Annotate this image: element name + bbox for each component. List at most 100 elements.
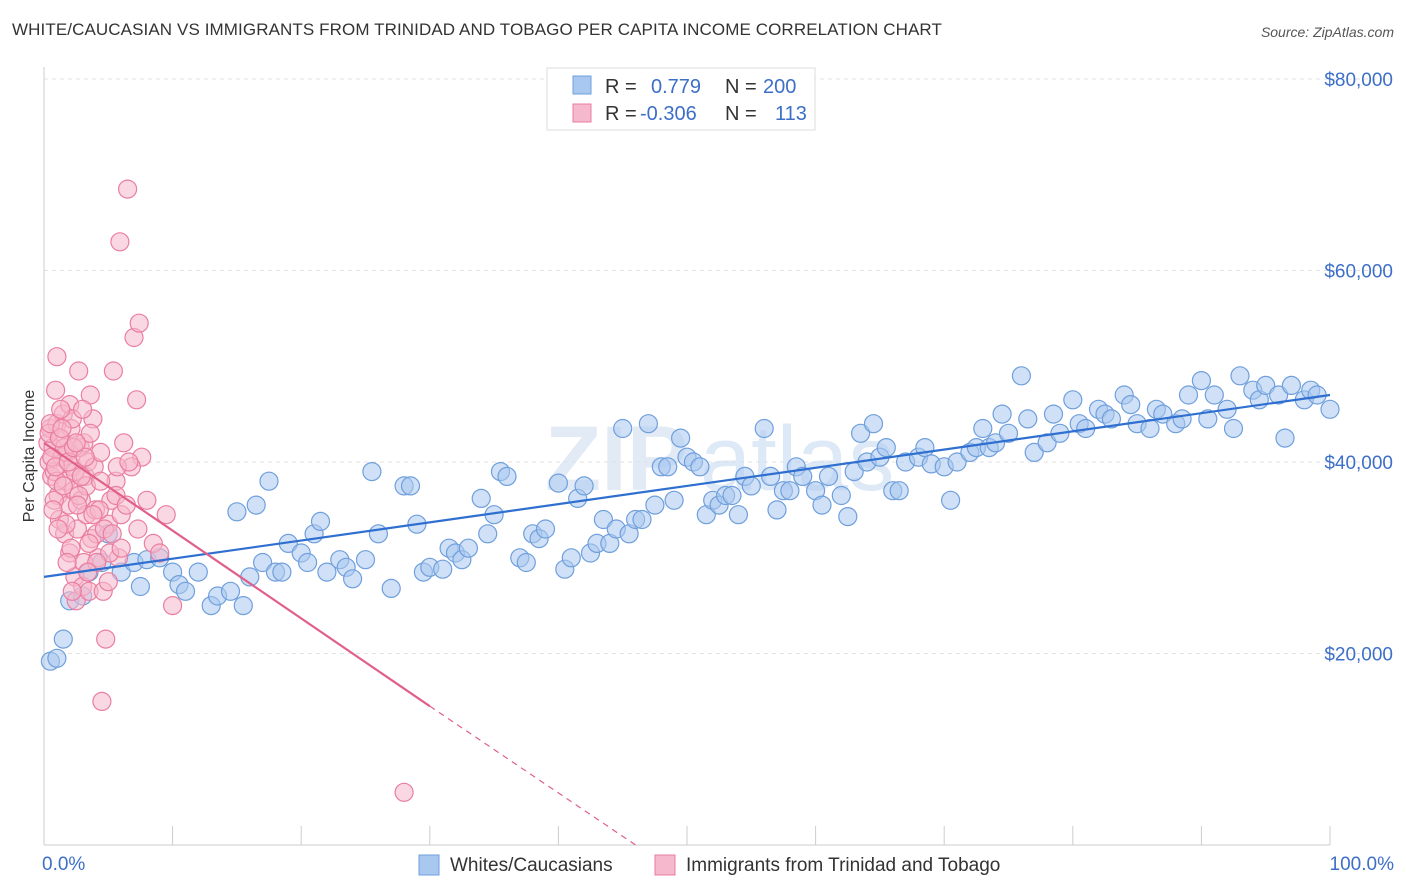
- point-whites-101: [818, 466, 839, 486]
- x-tick-label-max: 100.0%: [1330, 854, 1395, 875]
- legend-r-value-2: -0.306: [640, 103, 697, 125]
- point-whites-103: [838, 506, 858, 527]
- point-whites-1: [47, 648, 67, 668]
- point-whites-91: [741, 476, 761, 496]
- point-whites-147: [1191, 371, 1212, 391]
- series-legend-label-whites: Whites/Caucasians: [450, 855, 613, 876]
- point-whites-83: [690, 457, 710, 477]
- point-whites-130: [1043, 404, 1064, 424]
- point-immigrants-92: [75, 447, 95, 467]
- point-whites-100: [812, 495, 832, 515]
- point-immigrants-6: [45, 380, 66, 400]
- point-whites-146: [1178, 385, 1199, 405]
- point-whites-126: [1011, 366, 1032, 386]
- point-whites-132: [1063, 390, 1083, 410]
- point-immigrants-93: [79, 533, 99, 554]
- point-whites-107: [863, 414, 884, 434]
- point-whites-68: [593, 509, 614, 530]
- point-immigrants-69: [394, 782, 414, 802]
- point-whites-118: [947, 452, 967, 472]
- point-whites-2: [53, 629, 73, 649]
- point-whites-46: [433, 559, 453, 579]
- point-whites-128: [1024, 442, 1044, 462]
- point-immigrants-108: [62, 581, 82, 601]
- point-whites-36: [343, 569, 363, 589]
- point-immigrants-59: [156, 505, 176, 525]
- point-whites-60: [535, 519, 556, 539]
- point-whites-24: [253, 552, 273, 573]
- source-attribution: Source: ZipAtlas.com: [1260, 24, 1394, 40]
- legend-r-value-1: 0.779: [651, 76, 701, 98]
- point-immigrants-7: [47, 347, 67, 367]
- point-whites-40: [381, 578, 401, 599]
- point-whites-98: [793, 466, 813, 486]
- point-whites-89: [728, 505, 749, 525]
- series-legend: Whites/Caucasians Immigrants from Trinid…: [418, 854, 1000, 876]
- point-immigrants-81: [119, 452, 139, 472]
- x-tick-label-min: 0.0%: [42, 854, 85, 875]
- legend-n-label-2: N =: [725, 103, 757, 125]
- point-whites-117: [940, 490, 961, 510]
- legend-n-value-2: 113: [775, 103, 807, 125]
- point-immigrants-94: [83, 505, 103, 525]
- point-immigrants-53: [127, 390, 147, 410]
- point-whites-38: [362, 462, 382, 482]
- point-whites-30: [298, 552, 318, 573]
- point-whites-21: [233, 595, 253, 616]
- point-whites-10: [130, 576, 150, 597]
- point-whites-145: [1172, 409, 1192, 429]
- point-whites-32: [310, 511, 331, 532]
- point-whites-88: [722, 485, 742, 506]
- point-whites-39: [368, 524, 388, 544]
- point-immigrants-99: [102, 524, 122, 544]
- point-whites-42: [400, 476, 421, 496]
- point-immigrants-107: [57, 552, 77, 573]
- point-whites-158: [1281, 375, 1302, 395]
- point-whites-51: [471, 488, 491, 508]
- point-whites-125: [998, 423, 1019, 443]
- point-immigrants-46: [103, 361, 124, 381]
- point-immigrants-67: [110, 232, 130, 252]
- point-whites-57: [516, 552, 536, 573]
- trend-line-immigrants: [43, 441, 431, 708]
- point-whites-129: [1037, 433, 1057, 453]
- point-immigrants-82: [128, 519, 148, 539]
- y-tick-label-2: $60,000: [1324, 262, 1393, 283]
- point-immigrants-71: [51, 399, 71, 419]
- point-whites-74: [632, 509, 652, 530]
- series-legend-label-immigrants: Immigrants from Trinidad and Tobago: [686, 855, 1000, 876]
- point-whites-50: [458, 538, 478, 558]
- point-whites-102: [831, 485, 851, 506]
- point-immigrants-98: [98, 572, 118, 592]
- y-axis-label: Per Capita Income: [21, 390, 38, 523]
- point-immigrants-101: [111, 538, 131, 558]
- point-whites-96: [780, 481, 800, 501]
- point-whites-63: [561, 548, 581, 568]
- trend-lines: [43, 393, 1331, 846]
- point-whites-20: [227, 502, 247, 522]
- point-whites-109: [876, 438, 896, 458]
- point-whites-152: [1230, 366, 1250, 386]
- point-whites-27: [272, 562, 292, 582]
- series-legend-swatch-immigrants: [654, 854, 676, 876]
- point-immigrants-68: [92, 691, 112, 712]
- point-whites-61: [548, 473, 569, 493]
- point-whites-15: [175, 581, 196, 601]
- point-immigrants-54: [129, 313, 149, 333]
- point-whites-124: [992, 404, 1012, 424]
- point-whites-92: [754, 418, 774, 439]
- stats-legend-box: [546, 67, 816, 131]
- point-whites-79: [664, 490, 684, 510]
- point-whites-25: [259, 471, 279, 491]
- point-immigrants-110: [72, 399, 93, 419]
- point-whites-121: [973, 418, 993, 439]
- point-immigrants-50: [114, 433, 134, 453]
- grid-lines: [44, 78, 1392, 654]
- legend-n-label-1: N =: [725, 76, 757, 98]
- data-points: [38, 179, 1340, 802]
- point-immigrants-106: [52, 418, 72, 439]
- point-immigrants-58: [150, 543, 170, 563]
- legend-n-value-1: 200: [763, 76, 796, 98]
- series-legend-swatch-whites: [418, 854, 440, 876]
